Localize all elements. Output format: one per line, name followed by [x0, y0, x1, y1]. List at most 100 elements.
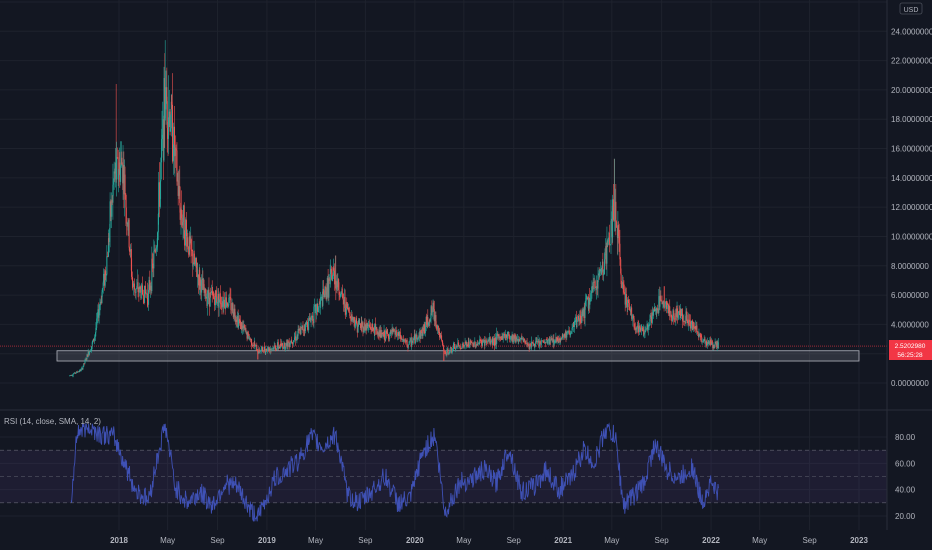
candle-body: [247, 332, 249, 335]
candle-body: [559, 338, 561, 341]
candle-body: [487, 340, 489, 341]
candle-body: [147, 299, 149, 305]
candle-body: [581, 310, 583, 315]
candle-body: [520, 338, 522, 340]
candle-body: [398, 331, 400, 337]
candle-body: [139, 286, 141, 290]
candle-body: [381, 332, 383, 338]
candle-body: [554, 340, 556, 343]
candle-body: [192, 251, 194, 267]
candle-body: [195, 257, 197, 269]
candle-body: [691, 320, 693, 331]
candle-body: [146, 293, 148, 295]
candle-body: [248, 338, 250, 340]
candle-body: [553, 339, 555, 345]
rsi-tick-label: 80.00: [895, 433, 916, 442]
candle-body: [125, 207, 127, 224]
candle-body: [69, 375, 71, 376]
currency-label-box[interactable]: USD: [899, 2, 923, 15]
candle-body: [509, 335, 511, 340]
candle-body: [602, 261, 604, 276]
candle-body: [179, 202, 181, 220]
candle-body: [105, 271, 107, 275]
candle-body: [685, 311, 687, 324]
candle-body: [81, 368, 83, 370]
candle-body: [546, 339, 548, 340]
candle-body: [505, 334, 507, 338]
candle-body: [173, 126, 175, 157]
candle-body: [390, 330, 392, 331]
rsi-axis[interactable]: 20.00 40.00 60.00 80.00: [895, 433, 916, 521]
candle-body: [314, 304, 316, 306]
candle-body: [154, 249, 156, 252]
candle-body: [370, 329, 372, 331]
candle-body: [326, 291, 328, 299]
rsi-tick-label: 60.00: [895, 459, 916, 468]
candle-body: [426, 316, 428, 325]
candle-body: [500, 336, 502, 339]
candle-body: [651, 312, 653, 323]
candle-body: [667, 304, 669, 305]
candle-body: [505, 334, 507, 338]
candle-body: [430, 318, 432, 322]
candle-body: [263, 346, 265, 351]
candle-body: [466, 344, 468, 346]
time-tick-label: 2018: [110, 536, 128, 545]
candle-body: [344, 296, 346, 308]
candle-body: [441, 340, 443, 344]
candle-body: [167, 117, 169, 139]
candle-body: [669, 306, 671, 313]
candle-body: [365, 325, 367, 330]
rsi-indicator-label[interactable]: RSI (14, close, SMA, 14, 2): [4, 417, 101, 426]
candle-body: [493, 338, 495, 343]
candle-body: [547, 340, 549, 344]
candle-body: [204, 288, 206, 293]
candle-body: [388, 338, 390, 340]
candle-body: [122, 165, 124, 184]
candle-body: [236, 319, 238, 322]
candle-body: [398, 332, 400, 337]
candle-body: [533, 343, 535, 346]
candle-body: [620, 273, 622, 285]
candle-body: [99, 305, 101, 311]
candle-body: [354, 321, 356, 328]
support-zone-box[interactable]: [56, 350, 860, 362]
candle-body: [328, 279, 330, 281]
candle-body: [370, 326, 372, 330]
candle-body: [126, 222, 128, 224]
candle-body: [552, 339, 554, 343]
candle-body: [561, 337, 563, 340]
candle-body: [440, 335, 442, 336]
candle-body: [570, 331, 572, 334]
candle-body: [394, 330, 396, 335]
price-tick-label: 24.0000000: [891, 27, 932, 36]
candle-body: [257, 350, 259, 352]
time-axis[interactable]: 2018 May Sep 2019 May Sep 2020 May Sep 2021 May Sep…: [110, 536, 868, 545]
candle-body: [274, 345, 276, 350]
candle-body: [627, 299, 629, 303]
candle-body: [480, 341, 482, 344]
candle-body: [415, 335, 417, 344]
candle-body: [599, 269, 601, 272]
candle-body: [634, 327, 636, 329]
candle-body: [219, 293, 221, 304]
candle-body: [433, 302, 435, 310]
candle-body: [677, 313, 679, 318]
candle-body: [346, 302, 348, 304]
candle-body: [701, 341, 703, 343]
candle-body: [128, 219, 130, 248]
candle-body: [241, 322, 243, 330]
candle-body: [287, 341, 289, 347]
candle-body: [476, 344, 478, 345]
candle-body: [323, 294, 325, 297]
candle-body: [699, 333, 701, 336]
candle-body: [214, 298, 216, 306]
candle-body: [94, 332, 96, 337]
candle-body: [174, 126, 176, 157]
candle-body: [239, 320, 241, 321]
candle-body: [372, 323, 374, 328]
candle-body: [100, 301, 102, 304]
candle-body: [631, 318, 633, 320]
candle-body: [117, 157, 119, 180]
